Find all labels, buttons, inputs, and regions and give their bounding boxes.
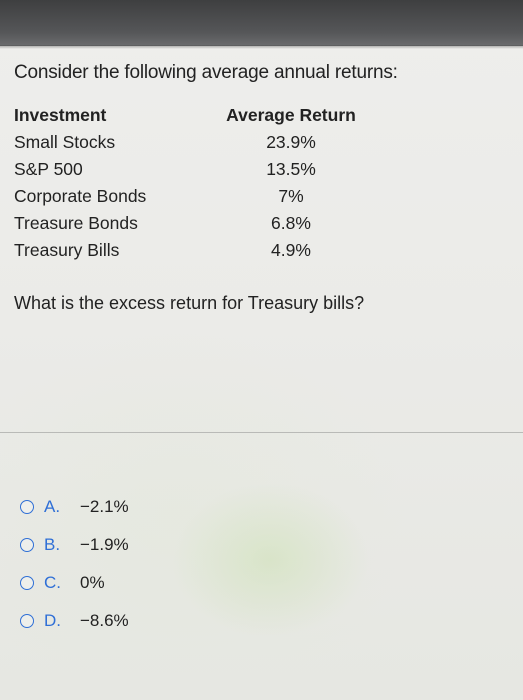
radio-button-icon[interactable] [20, 576, 34, 590]
header-investment: Investment [14, 105, 107, 125]
divider [0, 432, 523, 433]
answer-options: A. −2.1% B. −1.9% C. 0% D. −8.6% [20, 488, 129, 640]
table-row: Treasury Bills 4.9% [14, 240, 374, 267]
top-toolbar [0, 0, 523, 49]
table-row: Corporate Bonds 7% [14, 186, 374, 213]
table-header-row: Investment Average Return [14, 105, 374, 132]
option-a[interactable]: A. −2.1% [20, 488, 129, 526]
option-value: −1.9% [80, 535, 129, 554]
option-b[interactable]: B. −1.9% [20, 526, 129, 564]
question-title: Consider the following average annual re… [14, 62, 398, 83]
table-row: Small Stocks 23.9% [14, 132, 374, 159]
average-return: 6.8% [271, 213, 311, 233]
option-letter: B. [44, 535, 61, 554]
investment-name: S&P 500 [14, 159, 83, 179]
option-d[interactable]: D. −8.6% [20, 602, 129, 640]
radio-button-icon[interactable] [20, 538, 34, 552]
table-row: Treasure Bonds 6.8% [14, 213, 374, 240]
investment-name: Small Stocks [14, 132, 116, 152]
investment-name: Treasure Bonds [14, 213, 138, 233]
average-return: 23.9% [266, 132, 316, 152]
investment-name: Corporate Bonds [14, 186, 147, 206]
returns-table: Investment Average Return Small Stocks 2… [14, 105, 374, 267]
option-value: −2.1% [80, 497, 129, 516]
option-letter: D. [44, 611, 61, 630]
average-return: 4.9% [271, 240, 311, 260]
option-value: 0% [80, 573, 105, 592]
average-return: 13.5% [266, 159, 316, 179]
option-c[interactable]: C. 0% [20, 564, 129, 602]
average-return: 7% [278, 186, 304, 206]
radio-button-icon[interactable] [20, 500, 34, 514]
header-average-return: Average Return [226, 105, 356, 125]
option-letter: A. [44, 497, 61, 516]
question-prompt: What is the excess return for Treasury b… [14, 293, 365, 313]
investment-name: Treasury Bills [14, 240, 120, 260]
radio-button-icon[interactable] [20, 614, 34, 628]
option-value: −8.6% [80, 611, 129, 630]
option-letter: C. [44, 573, 61, 592]
table-row: S&P 500 13.5% [14, 159, 374, 186]
